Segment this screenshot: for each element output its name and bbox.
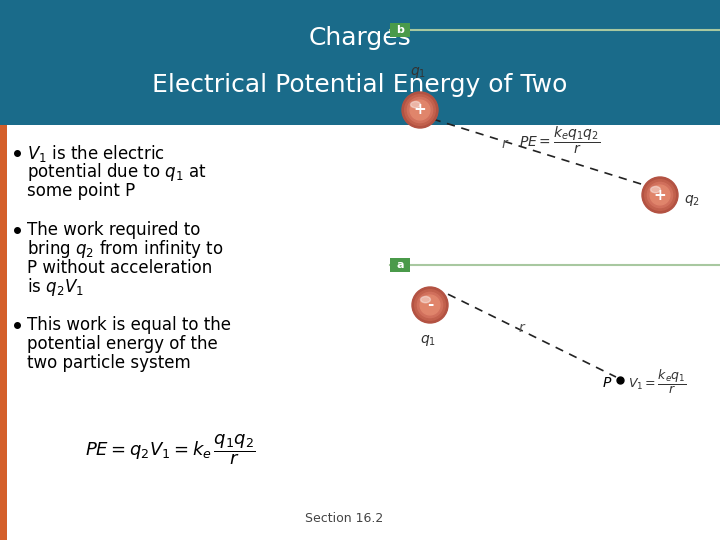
Ellipse shape [410, 102, 420, 108]
Text: Electrical Potential Energy of Two: Electrical Potential Energy of Two [153, 73, 567, 97]
Circle shape [410, 100, 430, 120]
Text: $V_1 = \dfrac{k_e q_1}{r}$: $V_1 = \dfrac{k_e q_1}{r}$ [628, 368, 687, 396]
Text: potential energy of the: potential energy of the [27, 335, 217, 353]
Text: two particle system: two particle system [27, 354, 191, 372]
Circle shape [644, 180, 675, 210]
Text: This work is equal to the: This work is equal to the [27, 316, 231, 334]
FancyBboxPatch shape [0, 0, 720, 125]
Ellipse shape [651, 186, 660, 193]
Text: Section 16.2: Section 16.2 [305, 511, 383, 524]
Text: $PE = \dfrac{k_e q_1 q_2}{r}$: $PE = \dfrac{k_e q_1 q_2}{r}$ [519, 124, 600, 156]
Text: b: b [396, 25, 404, 35]
Text: $q_1$: $q_1$ [420, 333, 436, 348]
Circle shape [405, 94, 436, 125]
Ellipse shape [420, 296, 431, 303]
Circle shape [420, 295, 440, 315]
Text: +: + [413, 103, 426, 118]
Text: The work required to: The work required to [27, 221, 200, 239]
Circle shape [642, 177, 678, 213]
Text: $q_1$: $q_1$ [410, 65, 426, 80]
Text: some point P: some point P [27, 182, 135, 200]
Text: P without acceleration: P without acceleration [27, 259, 212, 277]
Text: $q_2$: $q_2$ [684, 192, 700, 207]
Text: $r$: $r$ [518, 321, 526, 335]
FancyBboxPatch shape [0, 125, 7, 540]
FancyBboxPatch shape [390, 258, 410, 272]
Circle shape [650, 185, 670, 205]
Text: is $q_2V_1$: is $q_2V_1$ [27, 276, 84, 298]
Circle shape [402, 92, 438, 128]
Text: $PE = q_2V_1 = k_e\,\dfrac{q_1 q_2}{r}$: $PE = q_2V_1 = k_e\,\dfrac{q_1 q_2}{r}$ [85, 433, 256, 467]
Text: a: a [396, 260, 404, 270]
Text: $V_1$ is the electric: $V_1$ is the electric [27, 143, 165, 164]
Text: $P$: $P$ [602, 376, 612, 390]
Text: $r$: $r$ [501, 138, 509, 152]
Text: potential due to $q_1$ at: potential due to $q_1$ at [27, 161, 207, 183]
Circle shape [418, 292, 443, 318]
FancyBboxPatch shape [390, 23, 410, 37]
Text: Charges: Charges [309, 25, 411, 50]
Text: -: - [427, 298, 433, 313]
Circle shape [647, 183, 672, 207]
Circle shape [412, 287, 448, 323]
Circle shape [408, 97, 433, 123]
Text: bring $q_2$ from infinity to: bring $q_2$ from infinity to [27, 238, 224, 260]
Text: +: + [654, 187, 667, 202]
Circle shape [415, 289, 445, 320]
